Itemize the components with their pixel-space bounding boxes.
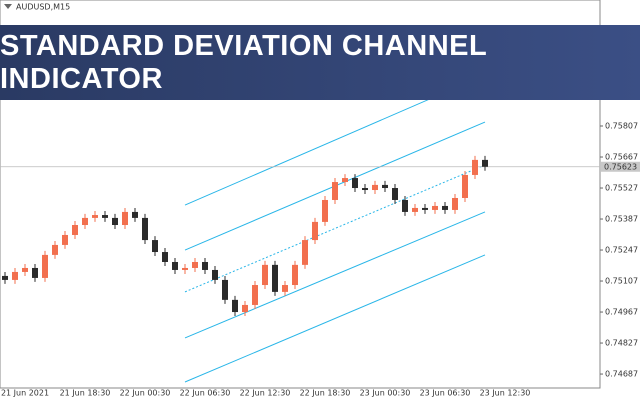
candle-body <box>202 261 208 270</box>
y-tick-label: 0.74827 <box>605 339 638 348</box>
candle-body <box>112 217 118 226</box>
x-tick-label: 22 Jun 06:30 <box>180 389 231 398</box>
candle-body <box>52 244 58 255</box>
candle-body <box>182 267 188 270</box>
y-tick-label: 0.74687 <box>605 370 638 379</box>
candle-body <box>322 199 328 222</box>
candle-body <box>462 174 468 198</box>
candle-body <box>302 240 308 265</box>
candle-body <box>332 182 338 200</box>
x-tick-label: 23 Jun 00:30 <box>360 389 411 398</box>
candle-body <box>262 264 268 286</box>
candle-body <box>352 178 358 189</box>
candle-body <box>402 199 408 212</box>
candle-body <box>22 267 28 272</box>
candle-body <box>412 207 418 212</box>
x-tick-label: 21 Jun 18:30 <box>60 389 111 398</box>
candle-body <box>172 261 178 270</box>
candle-body <box>272 264 278 292</box>
price-label: 0.75623 <box>604 162 637 171</box>
title-banner: STANDARD DEVIATION CHANNEL INDICATOR <box>0 25 640 100</box>
x-tick-label: 22 Jun 18:30 <box>300 389 351 398</box>
symbol-label: AUDUSD,M15 <box>16 3 70 12</box>
candle-body <box>192 261 198 268</box>
x-tick-label: 23 Jun 06:30 <box>420 389 471 398</box>
x-tick-label: 22 Jun 12:30 <box>240 389 291 398</box>
candle-body <box>12 271 18 280</box>
candle-body <box>422 207 428 210</box>
symbol-icon <box>4 4 12 9</box>
candle-body <box>452 197 458 210</box>
candle-body <box>142 217 148 241</box>
x-tick-label: 22 Jun 00:30 <box>120 389 171 398</box>
title: STANDARD DEVIATION CHANNEL INDICATOR <box>0 29 487 95</box>
candle-body <box>442 205 448 210</box>
candle-body <box>122 211 128 226</box>
candle-body <box>432 205 438 210</box>
y-tick-label: 0.75247 <box>605 246 638 255</box>
candle-body <box>152 240 158 253</box>
candle-body <box>102 215 108 218</box>
candle-body <box>32 267 38 278</box>
x-tick-label: 23 Jun 12:30 <box>480 389 531 398</box>
candle-body <box>92 215 98 218</box>
candle-body <box>132 211 138 218</box>
price-label-box <box>601 161 640 172</box>
candle-body <box>482 159 488 167</box>
y-tick-label: 0.75387 <box>605 215 638 224</box>
candle-body <box>2 275 8 280</box>
y-tick-label: 0.75807 <box>605 122 638 131</box>
y-tick-label: 0.74967 <box>605 308 638 317</box>
candle-body <box>372 184 378 191</box>
candle-body <box>472 159 478 175</box>
candle-body <box>82 217 88 226</box>
candle-body <box>72 225 78 235</box>
candle-body <box>232 299 238 313</box>
y-tick-label: 0.75667 <box>605 153 638 162</box>
candle-body <box>242 304 248 313</box>
candle-body <box>342 178 348 183</box>
candle-body <box>392 188 398 200</box>
candle-body <box>362 188 368 191</box>
candle-body <box>42 254 48 278</box>
candle-body <box>212 269 218 280</box>
y-tick-label: 0.75527 <box>605 184 638 193</box>
channel-line <box>184 254 486 383</box>
candle-body <box>292 264 298 286</box>
candle-body <box>62 234 68 245</box>
candle-body <box>252 285 258 305</box>
candle-body <box>312 221 318 241</box>
candle-body <box>282 285 288 292</box>
candle-body <box>162 252 168 262</box>
candle-body <box>382 184 388 189</box>
channel-line <box>184 211 486 339</box>
y-tick-label: 0.75107 <box>605 277 638 286</box>
x-tick-label: 21 Jun 2021 <box>1 389 49 398</box>
candle-body <box>222 279 228 300</box>
